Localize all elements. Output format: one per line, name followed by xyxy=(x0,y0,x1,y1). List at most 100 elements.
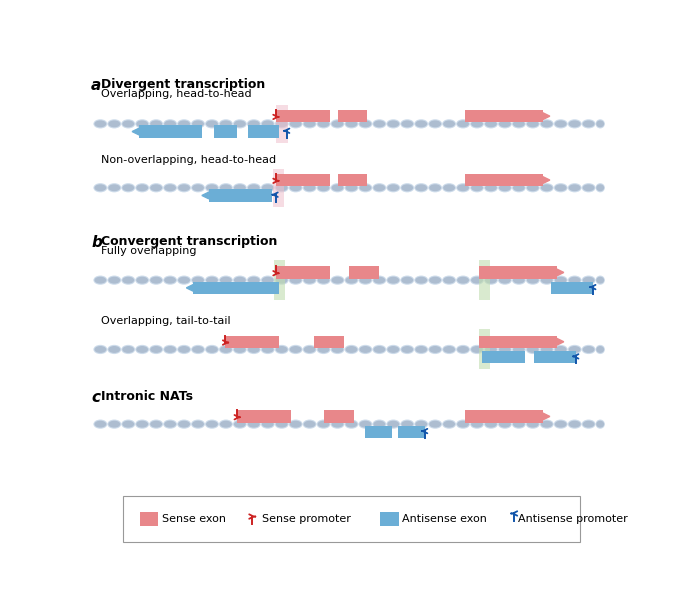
Ellipse shape xyxy=(415,121,427,127)
Ellipse shape xyxy=(345,345,358,354)
Ellipse shape xyxy=(485,184,497,191)
Ellipse shape xyxy=(513,277,525,284)
Ellipse shape xyxy=(373,277,385,284)
Ellipse shape xyxy=(178,346,190,353)
Ellipse shape xyxy=(206,184,218,191)
Ellipse shape xyxy=(595,119,605,129)
Ellipse shape xyxy=(262,121,274,127)
Ellipse shape xyxy=(470,419,484,429)
Ellipse shape xyxy=(345,121,358,127)
Ellipse shape xyxy=(233,119,247,129)
Polygon shape xyxy=(557,269,564,276)
Ellipse shape xyxy=(136,346,148,353)
Ellipse shape xyxy=(164,184,176,191)
Ellipse shape xyxy=(582,345,595,354)
Ellipse shape xyxy=(164,277,176,284)
Ellipse shape xyxy=(512,419,526,429)
Ellipse shape xyxy=(541,421,553,427)
Ellipse shape xyxy=(527,277,538,284)
Ellipse shape xyxy=(206,277,218,284)
Ellipse shape xyxy=(177,345,191,354)
Bar xyxy=(364,426,392,438)
Ellipse shape xyxy=(583,346,595,353)
Ellipse shape xyxy=(373,121,385,127)
Ellipse shape xyxy=(149,345,163,354)
Bar xyxy=(482,351,525,363)
Ellipse shape xyxy=(331,345,345,354)
Ellipse shape xyxy=(386,276,400,285)
Ellipse shape xyxy=(553,276,568,285)
Ellipse shape xyxy=(316,276,331,285)
Ellipse shape xyxy=(498,183,512,192)
Ellipse shape xyxy=(316,419,331,429)
Ellipse shape xyxy=(415,421,427,427)
Ellipse shape xyxy=(108,345,121,354)
Ellipse shape xyxy=(358,276,373,285)
Ellipse shape xyxy=(192,421,204,427)
Ellipse shape xyxy=(540,419,553,429)
Bar xyxy=(139,125,202,138)
Ellipse shape xyxy=(442,183,456,192)
Ellipse shape xyxy=(499,277,511,284)
Ellipse shape xyxy=(149,119,163,129)
Ellipse shape xyxy=(303,277,316,284)
Bar xyxy=(479,266,557,279)
Ellipse shape xyxy=(136,121,148,127)
Bar xyxy=(398,426,425,438)
Polygon shape xyxy=(202,192,209,199)
Ellipse shape xyxy=(290,277,301,284)
Ellipse shape xyxy=(247,345,261,354)
Polygon shape xyxy=(543,177,550,183)
Ellipse shape xyxy=(123,277,134,284)
Ellipse shape xyxy=(583,421,595,427)
Ellipse shape xyxy=(247,276,261,285)
Ellipse shape xyxy=(541,277,553,284)
Ellipse shape xyxy=(248,346,260,353)
Ellipse shape xyxy=(526,419,540,429)
Ellipse shape xyxy=(498,119,512,129)
Ellipse shape xyxy=(178,421,190,427)
Ellipse shape xyxy=(303,346,316,353)
Ellipse shape xyxy=(443,121,455,127)
Ellipse shape xyxy=(443,277,455,284)
Ellipse shape xyxy=(108,183,121,192)
Ellipse shape xyxy=(512,345,526,354)
Ellipse shape xyxy=(428,419,442,429)
Ellipse shape xyxy=(443,346,455,353)
Ellipse shape xyxy=(318,184,329,191)
Ellipse shape xyxy=(442,119,456,129)
Ellipse shape xyxy=(484,419,498,429)
Ellipse shape xyxy=(303,183,316,192)
Ellipse shape xyxy=(568,119,582,129)
Ellipse shape xyxy=(457,277,469,284)
Ellipse shape xyxy=(93,345,108,354)
Ellipse shape xyxy=(316,119,331,129)
Ellipse shape xyxy=(457,421,469,427)
Ellipse shape xyxy=(303,421,316,427)
Ellipse shape xyxy=(345,183,358,192)
Ellipse shape xyxy=(485,421,497,427)
Ellipse shape xyxy=(583,277,595,284)
Ellipse shape xyxy=(205,419,219,429)
Ellipse shape xyxy=(262,346,274,353)
Ellipse shape xyxy=(150,184,162,191)
Ellipse shape xyxy=(150,346,162,353)
Ellipse shape xyxy=(526,276,540,285)
Ellipse shape xyxy=(484,119,498,129)
Ellipse shape xyxy=(191,276,205,285)
Ellipse shape xyxy=(219,345,233,354)
Ellipse shape xyxy=(569,184,581,191)
Ellipse shape xyxy=(261,276,275,285)
Bar xyxy=(237,410,291,423)
Text: Divergent transcription: Divergent transcription xyxy=(101,79,265,92)
Ellipse shape xyxy=(429,421,441,427)
Ellipse shape xyxy=(358,419,373,429)
Ellipse shape xyxy=(191,419,205,429)
Ellipse shape xyxy=(331,119,345,129)
Ellipse shape xyxy=(583,121,595,127)
Ellipse shape xyxy=(527,184,538,191)
Ellipse shape xyxy=(386,345,400,354)
Ellipse shape xyxy=(595,345,605,354)
Ellipse shape xyxy=(177,119,191,129)
Ellipse shape xyxy=(555,184,566,191)
